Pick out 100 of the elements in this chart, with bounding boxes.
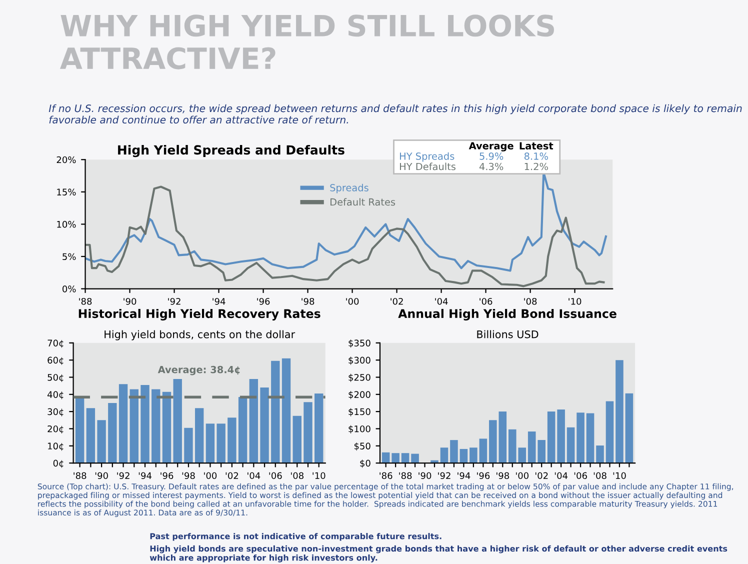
- x-tick-label: '02: [390, 298, 403, 305]
- y-tick-label: 60¢: [48, 356, 64, 365]
- x-tick-label: '94: [138, 472, 152, 480]
- bar: [173, 378, 182, 464]
- y-tick-label: 20%: [56, 156, 76, 164]
- bar: [616, 360, 624, 464]
- bar: [249, 378, 258, 464]
- x-tick-label: '06: [480, 298, 492, 305]
- x-tick-label: '04: [554, 472, 568, 480]
- chart-subtitle: High yield bonds, cents on the dollar: [104, 330, 296, 340]
- x-tick-label: '90: [95, 472, 108, 480]
- y-tick-label: 15%: [57, 188, 76, 196]
- line-series: [85, 186, 605, 288]
- bar: [304, 402, 312, 464]
- x-tick-label: '02: [226, 472, 238, 480]
- x-tick-label: '06: [269, 472, 282, 480]
- bar: [440, 448, 448, 464]
- x-tick-label: '00: [516, 472, 529, 480]
- chart-title: High Yield Spreads and Defaults: [118, 144, 344, 158]
- x-tick-label: '08: [524, 298, 537, 305]
- text: WHY HIGH YIELD STILL LOOKS ATTRACTIVE?: [60, 14, 554, 70]
- annotation: 1.2%: [524, 162, 548, 170]
- bar: [97, 420, 106, 464]
- bar: [86, 408, 96, 464]
- bar: [292, 416, 302, 464]
- bar: [238, 396, 248, 464]
- x-tick-label: '98: [182, 472, 195, 480]
- x-tick-label: '06: [574, 472, 587, 480]
- x-tick-label: '02: [535, 472, 548, 480]
- x-tick-label: '00: [346, 298, 359, 305]
- bar: [479, 438, 488, 464]
- y-tick-label: $50: [354, 442, 370, 451]
- x-tick-label: '96: [477, 472, 490, 480]
- annotation: 5.9%: [480, 152, 504, 160]
- annotation: HY Defaults: [400, 162, 456, 170]
- y-tick-label: $300: [348, 356, 370, 365]
- x-tick-label: '92: [438, 472, 450, 480]
- bar: [625, 393, 634, 464]
- x-tick-label: '08: [291, 472, 304, 480]
- y-tick-label: $200: [348, 390, 370, 400]
- bar: [470, 448, 478, 464]
- bar: [118, 384, 128, 464]
- bar: [460, 448, 468, 464]
- annotation: HY Spreads: [400, 152, 454, 162]
- bar: [498, 412, 507, 464]
- x-tick-label: '96: [160, 472, 174, 480]
- bar: [108, 402, 117, 464]
- y-tick-label: 50¢: [48, 374, 64, 382]
- y-tick-label: 5%: [62, 253, 76, 260]
- y-tick-label: 0¢: [53, 460, 64, 468]
- bar: [260, 388, 269, 464]
- x-tick-label: '94: [458, 472, 470, 480]
- bar: [392, 453, 400, 464]
- bar: [216, 424, 226, 464]
- x-tick-label: '10: [613, 472, 626, 480]
- bar: [194, 408, 204, 464]
- bar: [206, 424, 215, 464]
- bar: [576, 412, 584, 464]
- x-tick-label: '88: [74, 472, 86, 480]
- bar: [162, 392, 172, 464]
- bar: [282, 358, 291, 464]
- bar: [152, 389, 160, 464]
- bar: [184, 428, 193, 464]
- legend-label: Spreads: [330, 184, 368, 194]
- x-tick-label: '92: [168, 298, 180, 305]
- chart-title: Annual High Yield Bond Issuance: [398, 308, 616, 320]
- x-tick-label: '90: [124, 298, 136, 305]
- y-tick-label: $100: [348, 425, 370, 434]
- x-tick-label: '08: [594, 472, 606, 480]
- y-tick-label: 0%: [62, 286, 76, 292]
- legend-label: Default Rates: [330, 198, 396, 206]
- chart-title: Historical High Yield Recovery Rates: [78, 308, 320, 320]
- x-tick-label: '94: [212, 298, 226, 305]
- x-tick-label: '98: [302, 298, 314, 305]
- text: If no U.S. recession occurs, the wide spread between returns and default rates in this high yield corporate bond space is likely to remain favorable and continue to offer an attractive rate of return.: [48, 104, 742, 124]
- x-tick-label: '10: [312, 472, 326, 480]
- y-tick-label: 10%: [57, 220, 76, 228]
- bar: [557, 410, 565, 464]
- bar: [547, 412, 556, 464]
- x-tick-label: '04: [248, 472, 260, 480]
- bar: [401, 453, 410, 464]
- bar: [411, 454, 419, 464]
- bar: [271, 360, 280, 464]
- x-tick-label: '92: [117, 472, 130, 480]
- annotation: 4.3%: [479, 162, 504, 170]
- text: High yield bonds are speculative non-investment grade bonds that have a higher risk of default or other adverse credit events which are appropriate for high risk investors only.: [150, 545, 728, 562]
- chart-subtitle: Billions USD: [477, 330, 538, 338]
- x-tick-label: '88: [399, 472, 412, 480]
- bar: [586, 413, 594, 464]
- y-tick-label: $250: [348, 374, 370, 382]
- bar: [382, 452, 390, 464]
- y-tick-label: $350: [348, 339, 370, 348]
- x-tick-label: '88: [79, 298, 92, 305]
- y-tick-label: 40¢: [47, 391, 64, 400]
- annotation: 8.1%: [524, 152, 548, 160]
- bar: [130, 389, 138, 464]
- text: Latest: [520, 142, 554, 150]
- ref-line-label: Average: 38.4¢: [158, 366, 240, 376]
- y-tick-label: 10¢: [48, 442, 64, 451]
- bar: [140, 384, 150, 464]
